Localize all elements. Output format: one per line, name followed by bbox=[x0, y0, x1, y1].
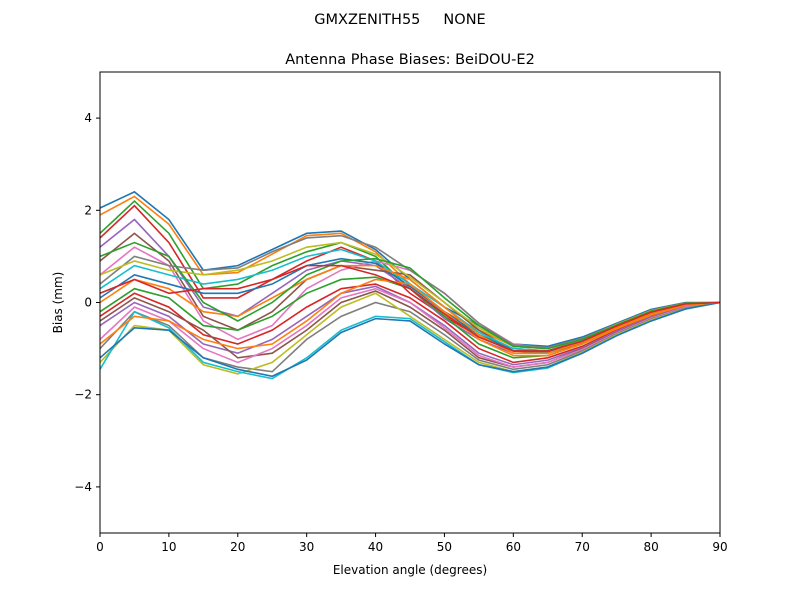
series-line-23 bbox=[99, 241, 721, 350]
chart-title: Antenna Phase Biases: BeiDOU-E2 bbox=[285, 52, 535, 68]
series-line-21 bbox=[99, 301, 721, 378]
x-tick-label: 50 bbox=[437, 540, 452, 554]
series-lines bbox=[99, 190, 721, 380]
y-tick-label: −2 bbox=[74, 388, 92, 402]
x-tick-label: 60 bbox=[506, 540, 521, 554]
x-tick-label: 10 bbox=[161, 540, 176, 554]
series-line-14 bbox=[99, 283, 721, 364]
series-line-17 bbox=[99, 287, 721, 368]
series-line-12 bbox=[99, 264, 721, 355]
x-tick-label: 90 bbox=[712, 540, 727, 554]
y-tick-label: −4 bbox=[74, 480, 92, 494]
x-tick-label: 80 bbox=[643, 540, 658, 554]
x-tick-label: 30 bbox=[299, 540, 314, 554]
y-tick-label: 2 bbox=[84, 203, 92, 217]
x-axis-label: Elevation angle (degrees) bbox=[333, 563, 487, 577]
x-tick-label: 20 bbox=[230, 540, 245, 554]
suptitle: GMXZENITH55 NONE bbox=[314, 12, 485, 28]
series-line-18 bbox=[99, 301, 721, 373]
x-tick-label: 0 bbox=[96, 540, 104, 554]
axis-ticks: 0 10 20 30 40 50 60 70 80 90 −4 −2 0 2 4 bbox=[74, 111, 727, 554]
y-tick-label: 0 bbox=[84, 296, 92, 310]
x-tick-label: 40 bbox=[368, 540, 383, 554]
series-line-22 bbox=[99, 278, 721, 357]
x-tick-label: 70 bbox=[575, 540, 590, 554]
series-line-19 bbox=[99, 292, 721, 375]
axes-frame bbox=[99, 71, 721, 534]
y-tick-label: 4 bbox=[84, 111, 92, 125]
y-axis-label: Bias (mm) bbox=[51, 272, 65, 334]
series-line-24 bbox=[99, 264, 721, 352]
